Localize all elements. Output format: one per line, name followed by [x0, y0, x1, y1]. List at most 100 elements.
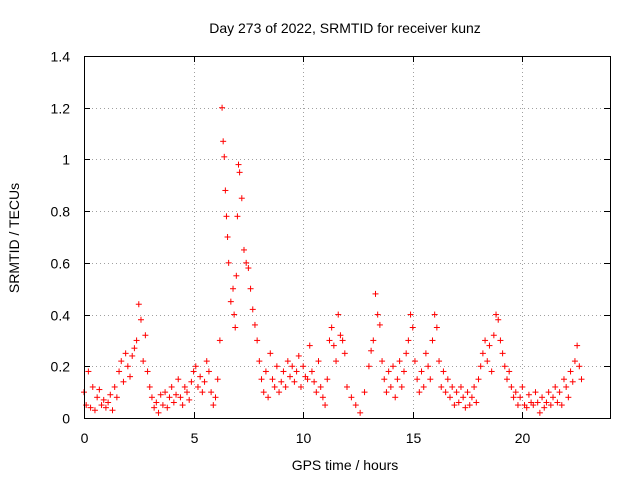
data-point	[184, 389, 191, 396]
data-point	[131, 345, 138, 352]
data-point	[186, 396, 193, 403]
data-point	[230, 285, 237, 292]
data-point	[468, 394, 475, 401]
data-point	[194, 383, 201, 390]
data-point	[352, 402, 359, 409]
data-point	[365, 363, 372, 370]
data-point	[210, 402, 217, 409]
data-point	[203, 358, 210, 365]
chart-title: Day 273 of 2022, SRMTID for receiver kun…	[209, 20, 481, 36]
data-point	[188, 378, 195, 385]
data-point	[444, 376, 451, 383]
data-point	[319, 394, 326, 401]
data-point	[313, 389, 320, 396]
y-tick-label: 0.2	[51, 359, 71, 375]
data-point	[245, 265, 252, 272]
x-axis-label: GPS time / hours	[292, 457, 399, 473]
data-point	[142, 332, 149, 339]
data-point	[376, 321, 383, 328]
data-point	[326, 337, 333, 344]
data-point	[116, 368, 123, 375]
data-point	[442, 389, 449, 396]
data-point	[501, 363, 508, 370]
data-point	[87, 404, 94, 411]
data-point	[284, 358, 291, 365]
data-point	[383, 389, 390, 396]
data-point	[243, 259, 250, 266]
data-point	[460, 394, 467, 401]
data-point	[247, 285, 254, 292]
data-point	[392, 394, 399, 401]
data-point	[133, 337, 140, 344]
data-point	[409, 324, 416, 331]
data-point	[339, 337, 346, 344]
data-point	[135, 301, 142, 308]
data-point	[208, 389, 215, 396]
data-point	[124, 363, 131, 370]
data-point	[140, 358, 147, 365]
data-point	[411, 358, 418, 365]
y-tick-label: 0	[62, 411, 70, 427]
data-point	[113, 394, 120, 401]
data-point	[190, 368, 197, 375]
data-point	[295, 352, 302, 359]
data-point	[212, 394, 219, 401]
data-point	[471, 383, 478, 390]
x-tick-label: 15	[406, 430, 422, 446]
data-point	[105, 399, 112, 406]
data-point	[571, 358, 578, 365]
data-point	[267, 350, 274, 357]
data-point	[220, 138, 227, 145]
data-point	[479, 350, 486, 357]
data-point	[574, 342, 581, 349]
data-point	[222, 187, 229, 194]
data-point	[287, 373, 294, 380]
data-point	[563, 383, 570, 390]
data-point	[543, 399, 550, 406]
data-point	[344, 383, 350, 390]
data-point	[251, 321, 258, 328]
data-point	[370, 337, 377, 344]
data-point	[372, 290, 379, 297]
data-point	[560, 376, 567, 383]
data-point	[455, 399, 462, 406]
data-point	[137, 316, 144, 323]
data-point	[262, 368, 269, 375]
data-point	[225, 259, 232, 266]
data-point	[569, 378, 576, 385]
data-point	[414, 376, 421, 383]
data-point	[179, 402, 186, 409]
data-point	[506, 368, 513, 375]
data-point	[385, 368, 392, 375]
data-point	[333, 358, 340, 365]
data-point	[219, 104, 226, 111]
data-point	[552, 383, 559, 390]
data-point	[482, 337, 489, 344]
data-point	[276, 389, 283, 396]
data-point	[418, 368, 425, 375]
data-point	[519, 383, 526, 390]
data-point	[361, 389, 368, 396]
data-point	[348, 394, 355, 401]
data-point	[451, 402, 458, 409]
data-point	[477, 363, 484, 370]
data-point	[293, 368, 300, 375]
data-point	[440, 368, 447, 375]
data-point	[368, 347, 375, 354]
data-point	[201, 378, 208, 385]
data-point	[457, 383, 464, 390]
data-point	[236, 169, 243, 176]
data-point	[565, 394, 572, 401]
data-point	[497, 337, 504, 344]
data-point	[91, 407, 98, 414]
data-point	[291, 378, 298, 385]
data-point	[503, 376, 510, 383]
data-point	[181, 383, 188, 390]
data-point	[254, 337, 261, 344]
data-point	[539, 394, 546, 401]
data-point	[512, 389, 519, 396]
data-point	[144, 368, 151, 375]
data-point	[227, 298, 234, 305]
data-point	[379, 358, 386, 365]
